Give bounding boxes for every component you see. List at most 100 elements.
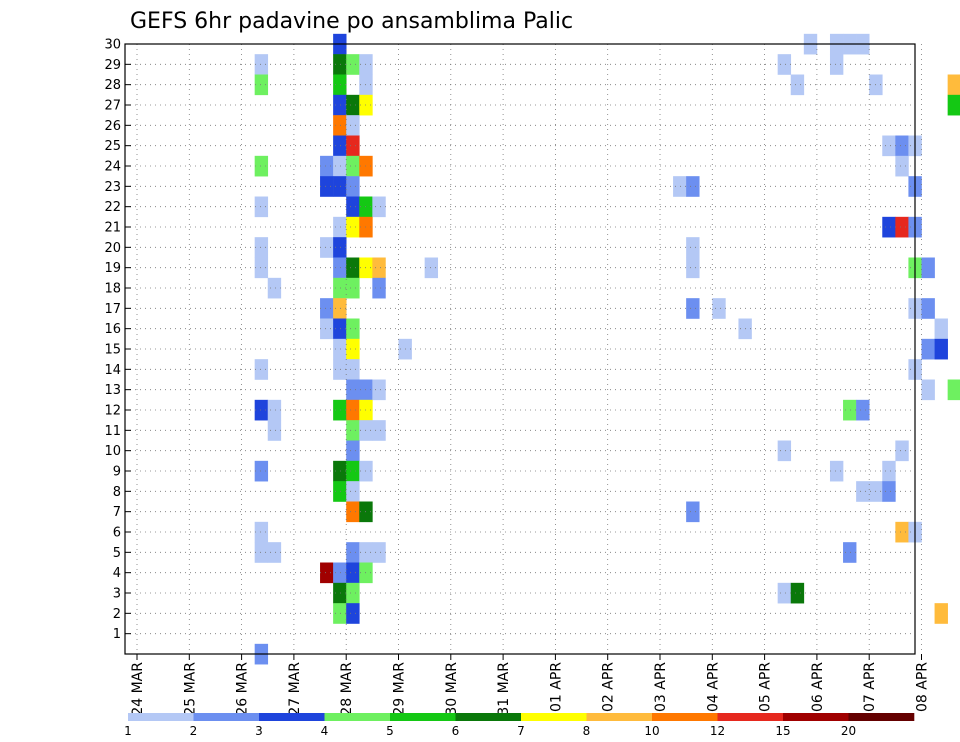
- y-tick-label: 4: [113, 566, 121, 581]
- colorbar-swatch: [324, 713, 391, 721]
- heatmap-cell: [320, 562, 334, 584]
- heatmap-cell: [921, 379, 935, 401]
- y-tick-label: 19: [104, 261, 121, 276]
- y-tick-label: 7: [113, 505, 121, 520]
- heatmap-cell: [254, 359, 269, 380]
- heatmap-cell: [947, 379, 960, 401]
- heatmap-cell: [267, 420, 282, 441]
- x-tick-label: 24 MAR: [130, 662, 146, 716]
- y-tick-label: 21: [104, 221, 121, 236]
- heatmap-cell: [934, 318, 948, 340]
- x-tick-label: 27 MAR: [287, 662, 303, 716]
- heatmap-cell: [346, 135, 360, 157]
- heatmap-cell: [254, 196, 269, 218]
- heatmap-cell: [829, 460, 844, 482]
- heatmap-cell: [333, 318, 347, 340]
- x-tick-label: 03 APR: [653, 662, 669, 712]
- y-tick-label: 8: [113, 485, 121, 500]
- heatmap-cell: [934, 603, 948, 624]
- heatmap-cell: [843, 542, 857, 563]
- heatmap-cell: [895, 135, 909, 157]
- heatmap-cell: [882, 460, 896, 482]
- heatmap-cell: [346, 155, 360, 177]
- y-tick-label: 2: [113, 607, 121, 622]
- y-tick-label: 5: [113, 546, 121, 561]
- x-tick-label: 04 APR: [705, 662, 721, 712]
- heatmap-cell: [346, 460, 360, 482]
- y-tick-label: 3: [113, 587, 121, 602]
- heatmap-cell: [333, 257, 347, 279]
- heatmap-cell: [346, 542, 360, 563]
- heatmap-cell: [320, 318, 334, 340]
- colorbar-label: 4: [321, 724, 329, 738]
- heatmap-cell: [333, 562, 347, 584]
- heatmap-cell: [346, 338, 360, 360]
- heatmap-cell: [346, 318, 360, 340]
- heatmap-cell: [254, 237, 269, 258]
- heatmap-cell: [320, 237, 334, 258]
- colorbar-label: 3: [255, 724, 263, 738]
- heatmap-cell: [777, 582, 792, 604]
- heatmap-cell: [790, 74, 805, 96]
- heatmap-cell: [346, 399, 360, 421]
- colorbar-swatch: [652, 713, 718, 721]
- heatmap-cell: [320, 298, 334, 319]
- y-tick-label: 27: [104, 99, 121, 114]
- heatmap-cell: [947, 74, 960, 96]
- y-tick-label: 15: [104, 343, 121, 358]
- colorbar-swatch: [717, 713, 784, 721]
- y-tick-label: 16: [104, 322, 121, 337]
- heatmap-cell: [254, 54, 269, 75]
- heatmap-cell: [333, 298, 347, 319]
- heatmap-cell: [346, 420, 360, 441]
- heatmap-cell: [333, 115, 347, 136]
- heatmap-cell: [856, 481, 870, 502]
- heatmap-cell: [686, 298, 700, 319]
- heatmap-cell: [882, 481, 896, 502]
- colorbar-label: 7: [517, 724, 525, 738]
- heatmap-cell: [882, 216, 896, 238]
- heatmap-cell: [333, 216, 347, 238]
- y-tick-label: 25: [104, 139, 121, 154]
- x-tick-label: 28 MAR: [339, 662, 355, 716]
- heatmap-cell: [346, 176, 360, 197]
- colorbar: 1 2 3 4 5 6 7 8 10 12 15 20: [124, 713, 915, 738]
- heatmap-cell: [790, 582, 805, 604]
- colorbar-label: 2: [190, 724, 198, 738]
- heatmap-cell: [372, 542, 386, 563]
- heatmap-cell: [346, 603, 360, 624]
- heatmap-cell: [254, 460, 269, 482]
- heatmap-cell: [254, 74, 269, 96]
- x-tick-label: 29 MAR: [392, 662, 408, 716]
- heatmap-cell: [856, 399, 870, 421]
- x-tick-label: 26 MAR: [235, 662, 251, 716]
- heatmap-cell: [346, 379, 360, 401]
- heatmap-cell: [346, 115, 360, 136]
- heatmap-cell: [843, 399, 857, 421]
- heatmap-cell: [333, 399, 347, 421]
- heatmap-cell: [333, 237, 347, 258]
- heatmap-cell: [895, 440, 909, 462]
- y-tick-label: 30: [104, 38, 121, 53]
- y-tick-label: 22: [104, 200, 121, 215]
- heatmap-cell: [333, 481, 347, 502]
- x-tick-label: 25 MAR: [182, 662, 198, 716]
- heatmap-cell: [320, 176, 334, 197]
- y-tick-label: 13: [104, 383, 121, 398]
- colorbar-swatch: [586, 713, 653, 721]
- heatmap-cell: [346, 257, 360, 279]
- heatmap-cell: [333, 460, 347, 482]
- heatmap-cell: [895, 521, 909, 543]
- grid-lines: [125, 43, 922, 654]
- heatmap-cell: [372, 277, 386, 299]
- y-tick-label: 10: [104, 444, 121, 459]
- heatmap-cell: [921, 298, 935, 319]
- heatmap-cell: [372, 379, 386, 401]
- colorbar-label: 6: [452, 724, 460, 738]
- y-tick-label: 28: [104, 78, 121, 93]
- heatmap-cell: [320, 155, 334, 177]
- y-tick-label: 6: [113, 526, 121, 541]
- y-tick-label: 18: [104, 282, 121, 297]
- heatmap-cell: [333, 338, 347, 360]
- heatmap-cell: [333, 74, 347, 96]
